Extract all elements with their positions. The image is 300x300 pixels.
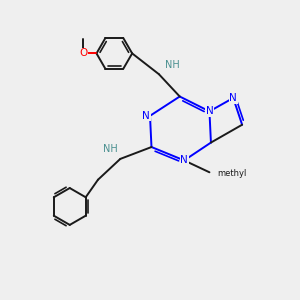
Text: O: O (79, 48, 87, 59)
Text: methyl: methyl (217, 169, 246, 178)
Text: N: N (206, 106, 213, 116)
Text: N: N (229, 93, 237, 103)
Text: NH: NH (165, 60, 180, 70)
Text: N: N (142, 111, 150, 121)
Text: NH: NH (103, 144, 118, 154)
Text: N: N (180, 155, 188, 165)
